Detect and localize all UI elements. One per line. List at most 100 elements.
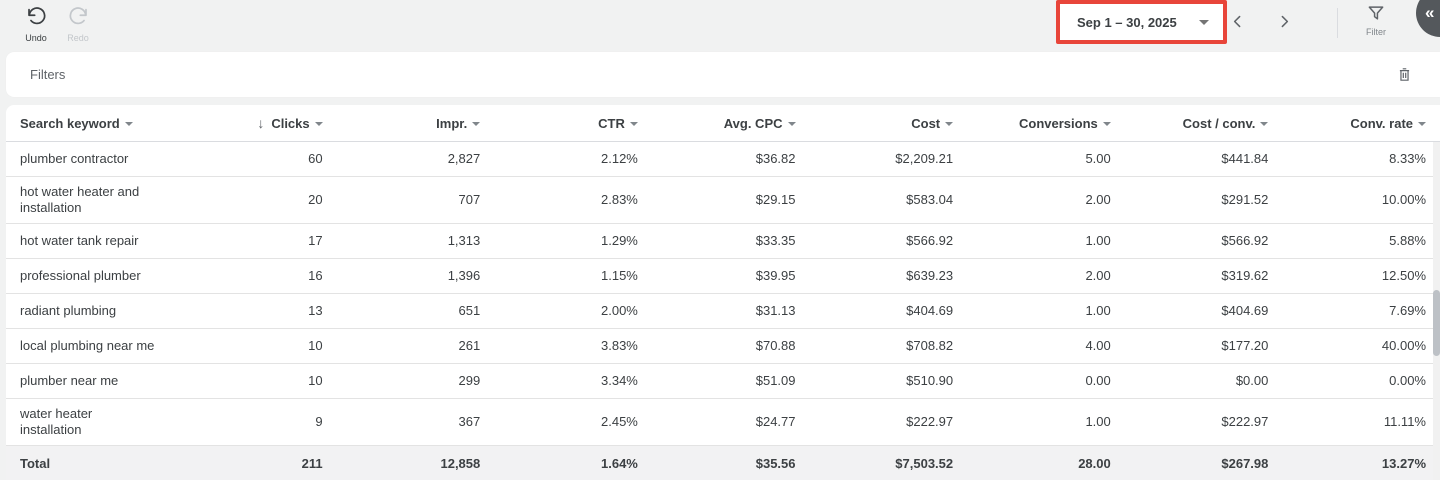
metric-cell: 261 — [458, 338, 481, 353]
total-metric-cell: 13.27% — [1381, 455, 1426, 471]
keyword-cell[interactable]: plumber contractor — [20, 151, 129, 166]
chevron-left-icon — [1233, 15, 1240, 27]
date-range-value: Sep 1 – 30, 2025 — [1077, 14, 1177, 30]
toolbar-divider — [1337, 8, 1338, 38]
keyword-cell[interactable]: water heater installation — [20, 406, 93, 437]
column-header-conversions[interactable]: Conversions — [953, 116, 1111, 131]
undo-button[interactable]: Undo — [14, 5, 58, 47]
metric-cell: 2.00% — [601, 303, 638, 318]
metric-cell: 2.00 — [1085, 192, 1111, 207]
metric-cell: $510.90 — [906, 373, 954, 388]
keyword-cell[interactable]: radiant plumbing — [20, 303, 117, 318]
keyword-cell[interactable]: plumber near me — [20, 373, 119, 388]
previous-period-button[interactable] — [1222, 6, 1252, 36]
metric-cell: $639.23 — [906, 268, 954, 283]
column-header-cost[interactable]: Cost — [796, 116, 954, 131]
undo-icon — [25, 5, 48, 31]
column-header-label: Conv. rate — [1350, 115, 1413, 131]
column-header-ctr[interactable]: CTR — [480, 116, 638, 131]
metric-cell: $31.13 — [755, 303, 796, 318]
keyword-cell[interactable]: local plumbing near me — [20, 338, 155, 353]
metric-cell: 2.45% — [601, 414, 638, 429]
filters-bar-label: Filters — [30, 67, 66, 82]
metric-cell: $222.97 — [906, 414, 954, 429]
filters-bar[interactable]: Filters — [6, 52, 1440, 97]
column-header-conv-rate[interactable]: Conv. rate — [1268, 116, 1426, 131]
collapse-panel-button[interactable]: « — [1416, 0, 1440, 37]
total-metric-cell: 211 — [301, 455, 323, 471]
metric-cell: 60 — [308, 151, 323, 166]
metric-cell: 2.12% — [601, 151, 638, 166]
column-header-label: CTR — [598, 115, 625, 131]
metric-cell: 1,313 — [447, 233, 481, 248]
chevron-down-icon — [1198, 19, 1209, 25]
column-header-clicks[interactable]: ↓ Clicks — [165, 115, 323, 131]
metric-cell: $177.20 — [1221, 338, 1269, 353]
undo-label: Undo — [25, 33, 47, 43]
column-menu-caret-icon — [787, 122, 796, 126]
column-menu-caret-icon — [629, 122, 638, 126]
column-header-impr[interactable]: Impr. — [323, 116, 481, 131]
metric-cell: 9 — [315, 414, 323, 429]
column-header-search-keyword[interactable]: Search keyword — [20, 116, 165, 131]
redo-icon — [67, 5, 90, 31]
metric-cell: 651 — [458, 303, 481, 318]
metric-cell: 11.11% — [1383, 414, 1426, 429]
keyword-cell[interactable]: hot water heater and installation — [20, 184, 140, 215]
double-chevron-left-icon: « — [1425, 3, 1435, 22]
table-row: radiant plumbing 13 651 2.00% $31.13 $404.69 1… — [6, 294, 1440, 329]
metric-cell: 1,396 — [447, 268, 481, 283]
metric-cell: $566.92 — [1221, 233, 1269, 248]
column-header-label: Cost — [911, 115, 941, 131]
metric-cell: $404.69 — [906, 303, 954, 318]
metric-cell: 7.69% — [1389, 303, 1426, 318]
metric-cell: $29.15 — [755, 192, 796, 207]
metric-cell: 1.00 — [1085, 233, 1111, 248]
table-row: professional plumber 16 1,396 1.15% $39.95 $6… — [6, 259, 1440, 294]
filter-button[interactable]: Filter — [1354, 3, 1398, 47]
keyword-cell[interactable]: hot water tank repair — [20, 233, 139, 248]
metric-cell: 1.29% — [601, 233, 638, 248]
metric-cell: 20 — [308, 192, 323, 207]
redo-button[interactable]: Redo — [56, 5, 100, 47]
vertical-scrollbar-thumb[interactable] — [1433, 290, 1440, 356]
table-row: hot water tank repair 17 1,313 1.29% $33.35 $… — [6, 224, 1440, 259]
total-metric-cell: 12,858 — [440, 455, 481, 471]
metric-cell: 16 — [308, 268, 323, 283]
column-header-label: Impr. — [436, 115, 468, 131]
table-body: plumber contractor 60 2,827 2.12% $36.82 $2,2… — [6, 142, 1440, 446]
metric-cell: 5.88% — [1389, 233, 1426, 248]
next-period-button[interactable] — [1269, 6, 1299, 36]
metric-cell: $222.97 — [1221, 414, 1269, 429]
metric-cell: 707 — [458, 192, 481, 207]
chevron-right-icon — [1281, 15, 1288, 27]
metric-cell: $583.04 — [906, 192, 954, 207]
metric-cell: 0.00 — [1085, 373, 1111, 388]
metric-cell: 8.33% — [1389, 151, 1426, 166]
total-metric-cell: $267.98 — [1221, 455, 1269, 471]
metric-cell: 3.83% — [601, 338, 638, 353]
metric-cell: $51.09 — [755, 373, 796, 388]
top-toolbar: Undo Redo Sep 1 – 30, 2025 — [0, 0, 1440, 52]
date-range-selector[interactable]: Sep 1 – 30, 2025 — [1060, 4, 1223, 40]
metric-cell: 40.00% — [1381, 338, 1426, 353]
table-header-row: Search keyword ↓ Clicks Impr. CTR Avg. CPC Cos… — [6, 105, 1440, 142]
column-header-avg-cpc[interactable]: Avg. CPC — [638, 116, 796, 131]
metric-cell: 5.00 — [1085, 151, 1111, 166]
metric-cell: $319.62 — [1221, 268, 1269, 283]
column-header-cost-conv[interactable]: Cost / conv. — [1111, 116, 1269, 131]
metric-cell: 3.34% — [601, 373, 638, 388]
total-label-cell: Total — [20, 455, 51, 471]
metric-cell: $39.95 — [755, 268, 796, 283]
metric-cell: $36.82 — [755, 151, 796, 166]
metric-cell: 367 — [458, 414, 481, 429]
metric-cell: 1.00 — [1085, 414, 1111, 429]
keyword-cell[interactable]: professional plumber — [20, 268, 141, 283]
trash-icon — [1399, 68, 1409, 81]
metric-cell: 2,827 — [447, 151, 481, 166]
total-metric-cell: 28.00 — [1078, 455, 1111, 471]
total-metric-cell: 1.64% — [601, 455, 638, 471]
table-row: plumber near me 10 299 3.34% $51.09 $510.90 0.… — [6, 364, 1440, 399]
remove-filters-button[interactable] — [1392, 63, 1416, 87]
metric-cell: 1.15% — [601, 268, 638, 283]
